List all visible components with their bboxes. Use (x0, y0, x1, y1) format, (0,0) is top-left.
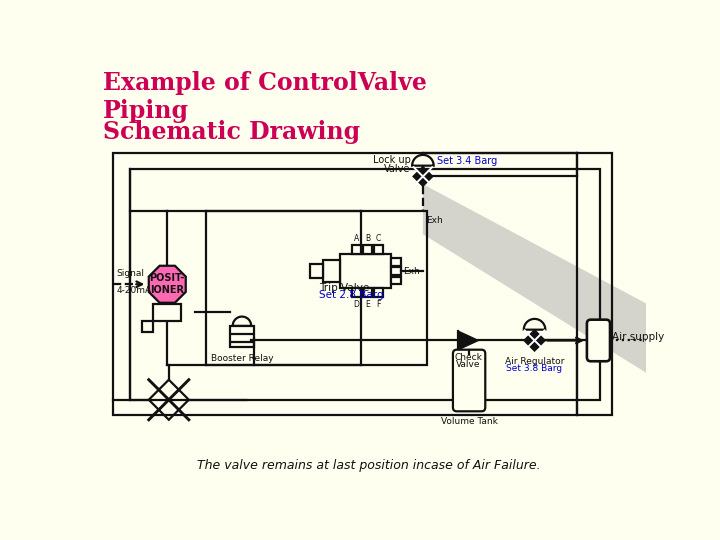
Bar (352, 288, 361, 298)
Text: 4-20mA: 4-20mA (117, 286, 152, 295)
Text: F: F (376, 300, 380, 309)
FancyBboxPatch shape (587, 320, 610, 361)
Bar (113, 153, 611, 415)
Text: C: C (376, 234, 381, 242)
Polygon shape (525, 330, 544, 350)
Text: A: A (354, 234, 359, 242)
Text: Valve: Valve (384, 164, 410, 174)
Text: Valve: Valve (456, 360, 480, 369)
Polygon shape (423, 184, 647, 373)
Text: Lock up: Lock up (373, 154, 410, 165)
Bar (374, 288, 383, 298)
Text: POSIT-
IONER: POSIT- IONER (150, 273, 185, 295)
Bar (323, 260, 340, 282)
Bar (390, 276, 401, 284)
Bar (130, 168, 600, 400)
Text: Volume Tank: Volume Tank (441, 417, 498, 426)
Bar (363, 245, 372, 254)
Text: Booster Relay: Booster Relay (211, 354, 274, 362)
Text: B: B (365, 234, 370, 242)
Bar (310, 264, 323, 278)
Bar (390, 258, 401, 266)
Polygon shape (412, 155, 433, 166)
Polygon shape (149, 266, 186, 303)
Text: Air supply: Air supply (612, 333, 665, 342)
Polygon shape (233, 316, 251, 326)
Bar (363, 288, 372, 298)
Bar (374, 245, 383, 254)
Text: Set 2.8 Barg: Set 2.8 Barg (319, 291, 384, 300)
Bar (206, 211, 427, 365)
Polygon shape (414, 167, 432, 186)
Polygon shape (459, 331, 478, 350)
Bar (230, 326, 254, 347)
Text: Example of ControlValve
Piping: Example of ControlValve Piping (104, 71, 427, 123)
Bar (142, 321, 153, 332)
Text: D: D (354, 300, 359, 309)
Text: E: E (365, 300, 370, 309)
Text: Air Regulator: Air Regulator (505, 356, 564, 366)
Bar (153, 304, 181, 321)
Bar (340, 254, 390, 288)
Text: Set 3.8 Barg: Set 3.8 Barg (506, 364, 562, 373)
Text: The valve remains at last position incase of Air Failure.: The valve remains at last position incas… (197, 458, 541, 472)
Text: Schematic Drawing: Schematic Drawing (104, 120, 361, 144)
FancyBboxPatch shape (453, 350, 485, 411)
Text: Set 3.4 Barg: Set 3.4 Barg (437, 156, 497, 166)
Text: Exh: Exh (403, 267, 420, 275)
Text: Trip Valve: Trip Valve (319, 283, 369, 293)
Polygon shape (523, 319, 545, 330)
Bar (390, 267, 401, 275)
Bar (352, 245, 361, 254)
Text: Exh: Exh (426, 217, 443, 226)
Text: Check: Check (454, 353, 482, 362)
Text: Signal: Signal (117, 269, 145, 278)
